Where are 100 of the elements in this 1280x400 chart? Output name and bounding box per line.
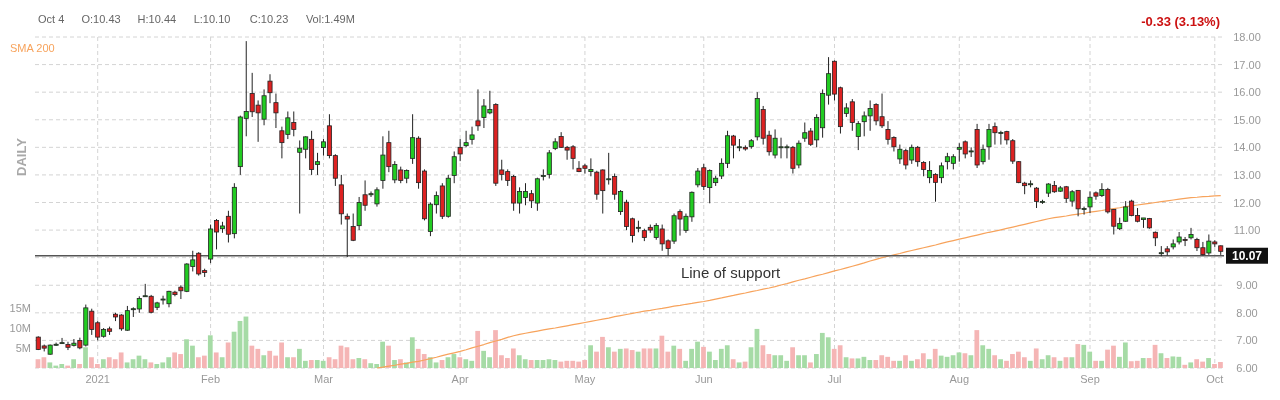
candlestick (546, 149, 552, 179)
text: DAILY (14, 137, 29, 176)
ref-line-label: Line of support (680, 263, 782, 281)
bar (83, 347, 88, 368)
bar (992, 355, 998, 368)
bar (588, 345, 593, 368)
x-tick-label: May (574, 373, 596, 385)
y-tick-label: 18.00 (1233, 31, 1261, 43)
bar (1182, 364, 1188, 368)
bar (1099, 360, 1104, 368)
bar (1188, 362, 1194, 368)
candlestick (469, 126, 475, 146)
text: SMA 200 (10, 42, 55, 54)
x-tick-label: Mar (314, 373, 334, 385)
y-tick-label: 13.00 (1233, 168, 1261, 181)
bar (606, 347, 611, 368)
candlestick (1087, 190, 1093, 214)
y-tick-label: 17.00 (1233, 58, 1261, 71)
x-tick-label: Aug (949, 373, 970, 385)
bar (736, 362, 742, 368)
y-tick-label: 16.00 (1233, 86, 1261, 99)
bar (611, 351, 617, 368)
candlestick (457, 138, 463, 162)
bar (1027, 360, 1033, 368)
bar (968, 355, 974, 368)
y-tick-label: 9.00 (1236, 279, 1258, 292)
bar (362, 359, 368, 368)
candlestick (475, 88, 481, 132)
x-tick-label: Oct (1206, 373, 1224, 385)
candlestick (463, 130, 469, 148)
bar (808, 362, 813, 368)
bar (897, 360, 902, 368)
y-tick-label: 12.00 (1233, 196, 1261, 209)
bar (65, 365, 71, 368)
bar (1075, 344, 1081, 368)
bar (1033, 348, 1039, 368)
bar (386, 345, 391, 368)
candlestick (1188, 227, 1194, 240)
bar (998, 359, 1003, 368)
x-tick-label: 2021 (85, 373, 110, 385)
y2-tick-label: 10M (9, 322, 31, 335)
candlestick (273, 93, 279, 129)
annotation: 10.07 (1231, 249, 1263, 264)
candlestick (59, 337, 65, 345)
bar (617, 348, 623, 368)
text: L:10.10 (193, 13, 231, 25)
bar (909, 360, 914, 368)
bar (207, 335, 213, 368)
bar (677, 348, 683, 368)
bar (903, 355, 908, 368)
bar (308, 360, 314, 368)
text: Vol:1.49M (305, 13, 355, 25)
bar (291, 357, 296, 368)
bar (356, 358, 362, 368)
candlestick (350, 213, 356, 242)
bar (528, 360, 534, 368)
bar (730, 359, 736, 368)
text: Oct 4 (38, 13, 65, 25)
bar (701, 346, 706, 368)
bar (261, 355, 267, 368)
bar (1206, 358, 1211, 368)
y-tick-label: 6.00 (1236, 362, 1258, 374)
bar (219, 357, 225, 368)
candlestick (451, 150, 457, 184)
bar (285, 357, 290, 368)
x-tick-label: Feb (201, 373, 221, 385)
bar (148, 362, 154, 368)
text: O:10.43 (81, 13, 121, 25)
text: H:10.44 (137, 13, 177, 25)
y2-tick-label: 15M (9, 302, 31, 315)
y-tick-label: 15.00 (1233, 113, 1261, 126)
text: -0.33 (3.13%) (1141, 14, 1220, 29)
bar (457, 357, 463, 368)
y-tick-label: 8.00 (1236, 306, 1258, 319)
candlestick (855, 120, 861, 151)
bar (100, 359, 106, 368)
x-tick-label: Jul (827, 373, 842, 385)
bar (1093, 360, 1099, 368)
candlestick (344, 213, 350, 258)
text: C:10.23 (249, 13, 289, 25)
bar (77, 364, 82, 368)
bar (932, 348, 938, 368)
bar (974, 330, 980, 368)
x-tick-label: Sep (1080, 373, 1100, 385)
line-series (376, 195, 1222, 369)
bar (790, 347, 795, 368)
bar (71, 359, 76, 368)
bar (213, 352, 219, 368)
x-tick-label: Apr (451, 373, 470, 385)
bar (475, 330, 481, 368)
y-tick-label: 7.00 (1236, 334, 1258, 347)
y-tick-label: 14.00 (1233, 141, 1261, 154)
y2-tick-label: 5M (15, 342, 31, 355)
bar (1140, 358, 1146, 368)
x-tick-label: Jun (694, 373, 713, 385)
candlestick (588, 157, 594, 177)
y-tick-label: 11.00 (1233, 224, 1261, 237)
bar (671, 345, 677, 368)
candlestick (267, 73, 273, 104)
bar (926, 359, 932, 368)
